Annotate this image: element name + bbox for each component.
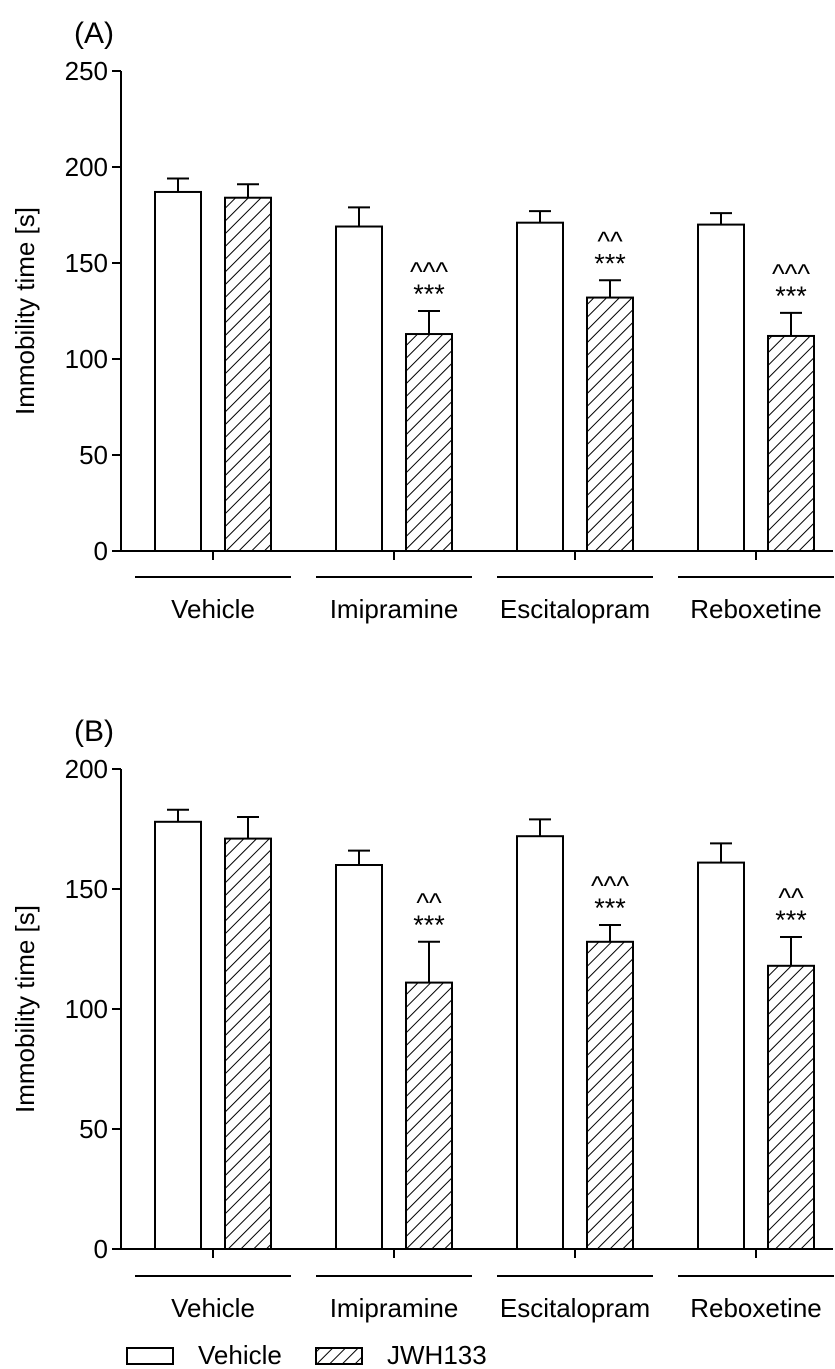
x-tick-label-reboxetine: Reboxetine [690, 594, 822, 624]
significance-stars: *** [775, 281, 807, 311]
significance-carets: ^^^ [591, 871, 629, 901]
bar-vehicle-imipramine [335, 864, 383, 1250]
legend-label-vehicle: Vehicle [198, 1340, 282, 1369]
x-tick-label-reboxetine: Reboxetine [690, 1293, 822, 1323]
bar-vehicle-escitalopram [516, 835, 564, 1250]
panel-b: (B) 0 50 100 150 200 Immobility time [s] Vehicl… [10, 715, 834, 1323]
x-tick-label-vehicle: Vehicle [171, 1293, 255, 1323]
y-axis-title: Immobility time [s] [10, 905, 40, 1113]
y-tick-label: 150 [65, 874, 108, 904]
legend-swatch-vehicle [126, 1347, 174, 1365]
x-tick-label-imipramine: Imipramine [330, 594, 459, 624]
y-tick-label: 50 [79, 440, 108, 470]
bar-jwh133-escitalopram [586, 296, 634, 552]
bar-jwh133-escitalopram [586, 940, 634, 1250]
x-tick-label-escitalopram: Escitalopram [500, 594, 650, 624]
y-axis-title: Immobility time [s] [10, 207, 40, 415]
bar-jwh133-imipramine [405, 981, 453, 1250]
y-tick-label: 150 [65, 248, 108, 278]
significance-carets: ^^ [778, 883, 804, 913]
panel-a: (A) 0 50 100 150 200 250 Immobility time [s] Veh… [10, 17, 834, 624]
bar-vehicle-imipramine [335, 225, 383, 553]
y-tick-label: 250 [65, 56, 108, 86]
y-tick-label: 0 [94, 536, 108, 566]
legend: Vehicle JWH133 [126, 1340, 487, 1369]
y-tick-label: 50 [79, 1114, 108, 1144]
bar-jwh133-reboxetine [767, 334, 815, 552]
y-tick-label: 100 [65, 994, 108, 1024]
y-tick-label: 0 [94, 1234, 108, 1264]
bar-jwh133-reboxetine [767, 964, 815, 1250]
legend-label-jwh133: JWH133 [387, 1340, 487, 1369]
bar-jwh133-imipramine [405, 333, 453, 553]
significance-stars: *** [413, 279, 445, 309]
y-tick-label: 200 [65, 754, 108, 784]
bar-jwh133-vehicle [224, 196, 272, 552]
significance-carets: ^^^ [410, 257, 448, 287]
legend-swatch-jwh133 [315, 1347, 363, 1365]
significance-stars: *** [594, 893, 626, 923]
significance-carets: ^^^ [772, 259, 810, 289]
bar-vehicle-vehicle [154, 820, 202, 1250]
significance-stars: *** [775, 905, 807, 935]
significance-carets: ^^ [597, 226, 623, 256]
x-tick-label-vehicle: Vehicle [171, 594, 255, 624]
significance-stars: *** [594, 248, 626, 278]
significance-stars: *** [413, 910, 445, 940]
bar-vehicle-vehicle [154, 190, 202, 553]
x-tick-label-imipramine: Imipramine [330, 1293, 459, 1323]
bar-jwh133-vehicle [224, 837, 272, 1250]
y-tick-label: 200 [65, 152, 108, 182]
panel-label: (A) [74, 17, 114, 50]
bar-vehicle-reboxetine [697, 861, 745, 1250]
significance-carets: ^^ [416, 888, 442, 918]
bar-vehicle-reboxetine [697, 223, 745, 552]
panel-label: (B) [74, 715, 114, 748]
x-tick-label-escitalopram: Escitalopram [500, 1293, 650, 1323]
bar-vehicle-escitalopram [516, 221, 564, 552]
y-tick-label: 100 [65, 344, 108, 374]
